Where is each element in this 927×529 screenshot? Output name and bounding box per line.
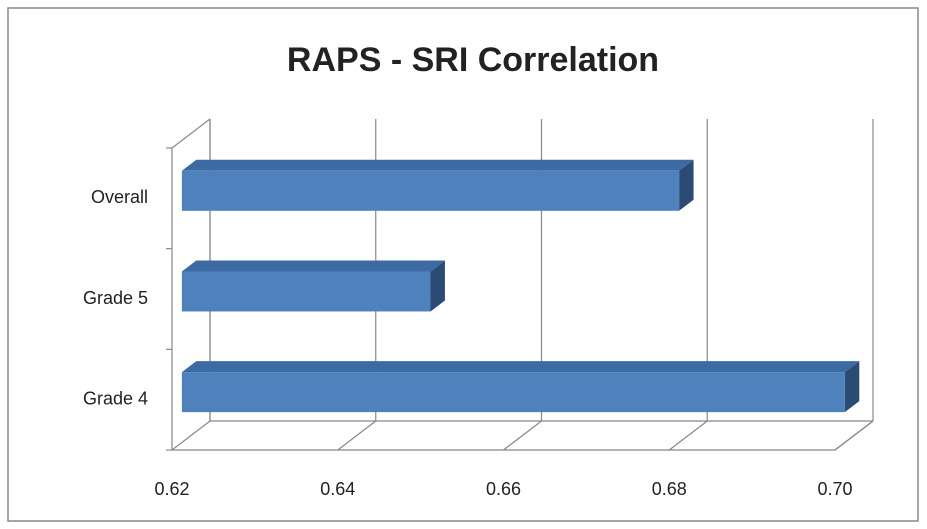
grid-line	[668, 420, 708, 451]
grid-line	[503, 420, 542, 451]
grid-line	[171, 420, 211, 451]
x-tick-label: 0.70	[817, 479, 852, 499]
bar	[181, 372, 845, 413]
bar-top	[181, 159, 694, 171]
grid-line	[337, 420, 377, 451]
chart-title: RAPS - SRI Correlation	[287, 41, 659, 79]
grid-line	[834, 420, 874, 451]
y-tick-label: Grade 4	[83, 388, 148, 408]
chart-border	[7, 7, 919, 522]
bar-top	[181, 361, 860, 373]
bar-side	[844, 361, 860, 413]
bar-top	[181, 260, 445, 272]
bar	[181, 170, 680, 211]
x-tick-label: 0.68	[652, 479, 687, 499]
bar	[181, 271, 431, 312]
x-tick-label: 0.62	[154, 479, 189, 499]
bar-side	[679, 159, 694, 211]
bar-side	[430, 260, 445, 312]
y-tick-label: Grade 5	[83, 288, 148, 308]
x-tick-label: 0.66	[486, 479, 521, 499]
axis-line	[171, 118, 211, 149]
x-tick-label: 0.64	[320, 479, 355, 499]
y-tick-label: Overall	[91, 187, 148, 207]
